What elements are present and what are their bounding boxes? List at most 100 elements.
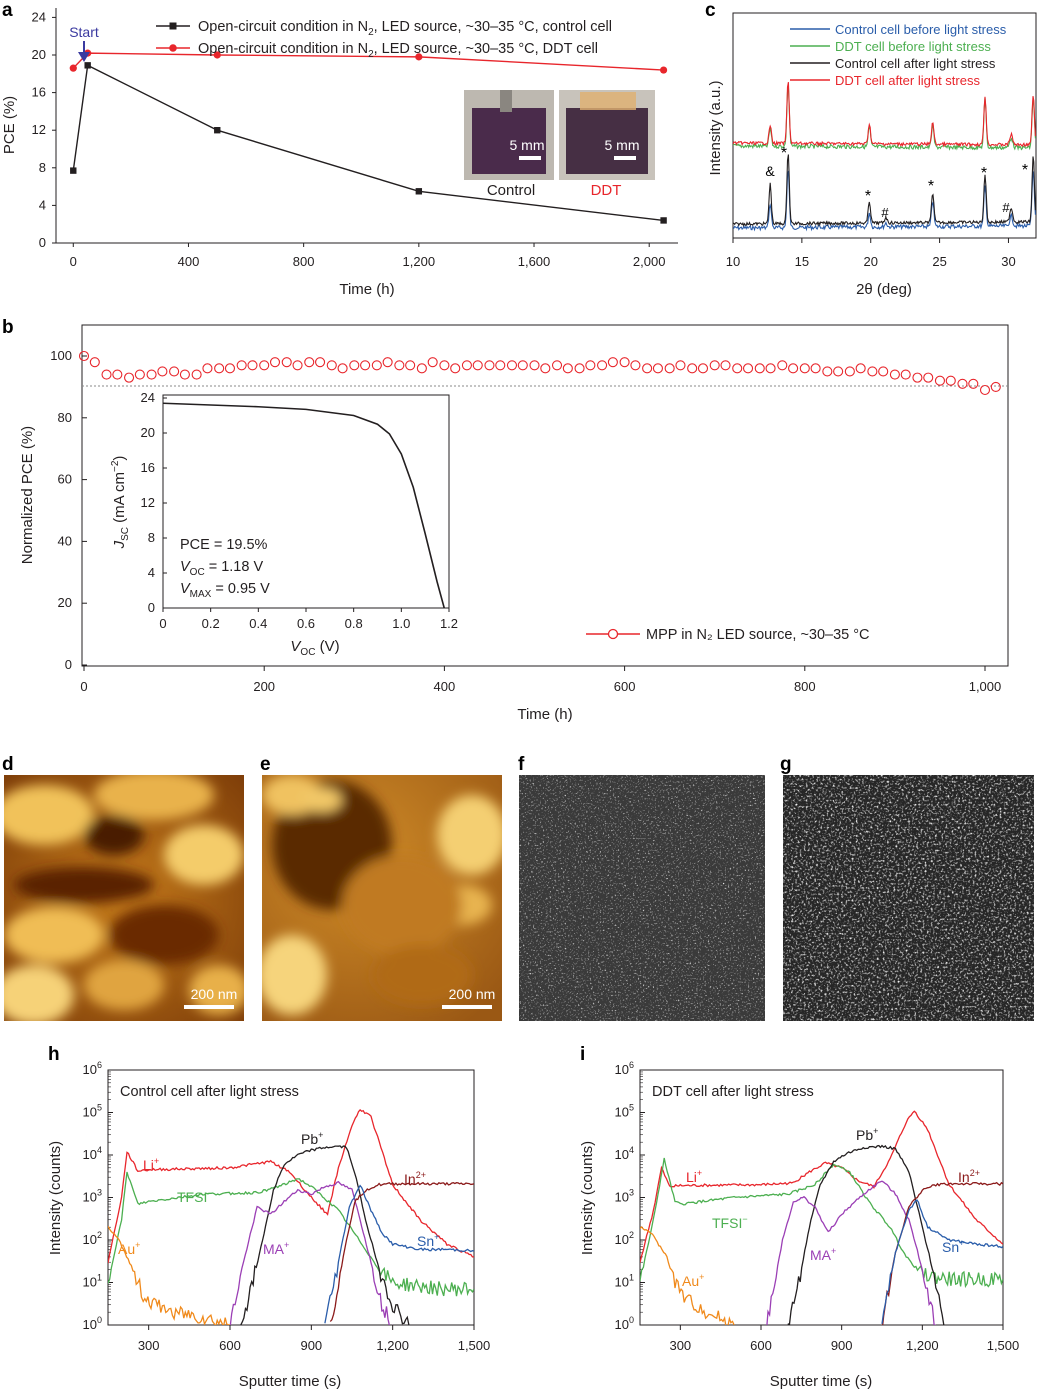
b-point xyxy=(607,357,618,368)
b-point xyxy=(326,360,337,371)
b-point xyxy=(822,366,833,377)
b-point xyxy=(720,360,731,371)
a-photo-ddt-scale: 5 mm xyxy=(605,137,640,153)
b-point xyxy=(957,378,968,389)
i-y-axis-label: Intensity (counts) xyxy=(579,1141,596,1255)
panel-a: a 0 4 8 12 16 20 24 0 400 800 1,200 1,600 2,000 PCE… xyxy=(1,0,678,298)
g-sem-grains xyxy=(783,775,1034,1021)
c-x-tick-label: 10 xyxy=(726,254,740,269)
b-x-axis-label: Time (h) xyxy=(517,706,572,723)
c-legend: Control cell before light stress DDT cel… xyxy=(790,22,1007,88)
b-legend: MPP in N₂ LED source, ~30–35 °C xyxy=(586,627,870,643)
c-marker-hash-30: # xyxy=(1002,200,1010,215)
b-point xyxy=(979,384,991,396)
b-point xyxy=(472,360,483,371)
b-point xyxy=(269,357,281,368)
e-scale-label: 200 nm xyxy=(449,986,496,1002)
h-label-pb: Pb+ xyxy=(301,1130,323,1147)
c-marker-star-32: * xyxy=(1022,162,1028,179)
panel-label-g: g xyxy=(780,754,792,775)
h-x-tick-label: 600 xyxy=(219,1338,241,1353)
b-point xyxy=(574,363,585,374)
b-y-ticks: 0 20 40 60 80 100 xyxy=(50,348,87,672)
i-label-tfsi: TFSI− xyxy=(712,1214,748,1231)
b-inset-x-ticks: 0 0.2 0.4 0.6 0.8 1.0 1.2 xyxy=(159,608,458,631)
b-point xyxy=(765,363,776,374)
a-photo-ddt-film xyxy=(566,108,648,174)
i-line-sn xyxy=(881,1199,1003,1324)
b-point xyxy=(337,363,348,374)
h-x-tick-label: 900 xyxy=(300,1338,322,1353)
d-scale-bar xyxy=(184,1005,234,1009)
b-point xyxy=(349,360,360,371)
b-legend-marker xyxy=(607,628,619,640)
b-point xyxy=(687,363,698,374)
a-x-tick-label: 0 xyxy=(70,254,77,269)
b-point xyxy=(889,369,900,380)
a-photo-control-film xyxy=(472,108,546,174)
b-inset-y-tick-label: 24 xyxy=(141,390,155,405)
panel-f: f xyxy=(518,754,765,1021)
i-x-tick-label: 900 xyxy=(831,1338,853,1353)
i-line-au xyxy=(640,1225,735,1325)
b-point xyxy=(551,360,563,371)
h-x-tick-label: 1,500 xyxy=(458,1338,491,1353)
h-y-tick-label: 103 xyxy=(83,1188,102,1205)
b-point xyxy=(833,366,844,377)
c-x-tick-label: 30 xyxy=(1001,254,1015,269)
h-x-ticks: 300 600 900 1,200 1,500 xyxy=(138,1325,490,1353)
a-photo-control-scale: 5 mm xyxy=(510,137,545,153)
b-point xyxy=(179,369,190,380)
b-legend-label: MPP in N₂ LED source, ~30–35 °C xyxy=(646,627,870,643)
b-point xyxy=(855,363,866,374)
b-point xyxy=(540,363,551,374)
b-point xyxy=(529,360,540,371)
c-peak-markers: & * * # * * # * xyxy=(765,145,1028,220)
a-legend-marker-control xyxy=(169,22,177,30)
i-y-tick-label: 101 xyxy=(615,1273,634,1290)
b-point xyxy=(214,363,225,374)
b-point xyxy=(968,378,979,389)
e-scale-bar xyxy=(442,1005,492,1009)
c-legend-label-1: DDT cell before light stress xyxy=(835,39,991,54)
b-x-tick-label: 0 xyxy=(80,679,87,694)
b-point xyxy=(923,372,934,383)
i-y-tick-label: 105 xyxy=(615,1103,634,1120)
panel-i: i 100 101 102 103 104 105 106 300 600 900 1,200 1,… xyxy=(579,1044,1019,1390)
b-point xyxy=(394,360,405,371)
h-x-tick-label: 300 xyxy=(138,1338,160,1353)
a-start-arrow-icon xyxy=(78,52,90,62)
h-x-axis-label: Sputter time (s) xyxy=(239,1373,342,1390)
b-point xyxy=(517,360,528,371)
c-x-ticks: 10 15 20 25 30 xyxy=(726,238,1016,269)
a-y-tick-label: 0 xyxy=(39,235,46,250)
h-label-in: In2+ xyxy=(404,1170,426,1187)
b-x-ticks: 0 200 400 600 800 1,000 xyxy=(80,666,1001,694)
b-inset-frame xyxy=(162,394,450,609)
c-line-control-before xyxy=(733,170,1036,232)
a-point-control xyxy=(415,188,423,195)
b-inset-y-tick-label: 20 xyxy=(141,425,155,440)
a-start-label: Start xyxy=(69,24,99,40)
b-point xyxy=(630,360,641,371)
a-photo-control-clip xyxy=(500,90,512,112)
b-point xyxy=(89,357,100,368)
b-point xyxy=(788,363,799,374)
h-y-tick-label: 104 xyxy=(83,1145,102,1162)
i-x-tick-label: 1,500 xyxy=(987,1338,1020,1353)
i-y-tick-label: 104 xyxy=(615,1145,634,1162)
h-line-in2 xyxy=(329,1181,474,1322)
panel-label-b: b xyxy=(2,317,14,338)
b-point xyxy=(742,363,754,374)
b-inset-voc: VOC = 1.18 V xyxy=(180,559,263,578)
c-marker-ampersand: & xyxy=(765,163,775,179)
panel-label-e: e xyxy=(260,754,271,775)
b-point xyxy=(562,363,573,374)
b-inset-x-tick-label: 0.2 xyxy=(202,616,220,631)
b-inset-pce: PCE = 19.5% xyxy=(180,537,268,553)
i-series-group xyxy=(640,1110,1003,1325)
i-line-tfsi xyxy=(640,1157,1003,1289)
b-y-tick-label: 60 xyxy=(58,472,72,487)
b-point xyxy=(484,360,495,371)
b-point xyxy=(945,375,956,386)
